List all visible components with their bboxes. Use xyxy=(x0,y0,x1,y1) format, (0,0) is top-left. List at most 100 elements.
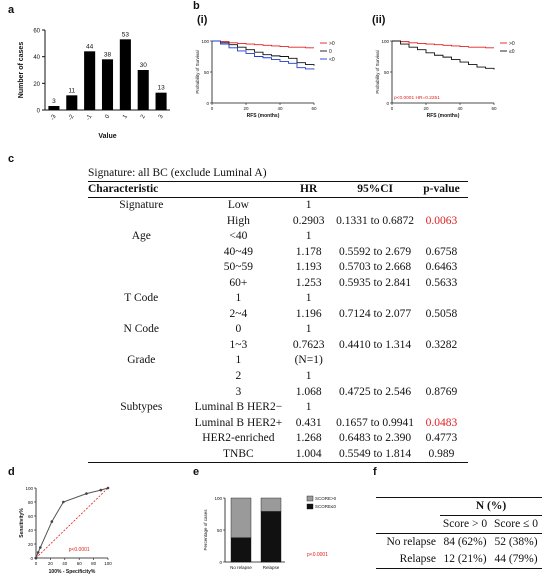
chart-e-stacked-bar-chart: 0 50 100 No relapse Relapse Percentage of cas… xyxy=(203,496,337,570)
table-c-ci: 0.6483 to 2.390 xyxy=(338,432,412,445)
table-c-characteristic xyxy=(88,446,195,464)
table-c-level: Luminal B HER2− xyxy=(194,401,283,414)
x-tick-label: 60 xyxy=(77,561,83,566)
table-c-hr: 1.268 xyxy=(295,432,322,445)
table-f-col-score-pos: Score > 0 xyxy=(442,518,488,530)
table-c-hr: 1 xyxy=(305,370,312,383)
data-label: 30 xyxy=(140,62,148,69)
roc-point xyxy=(34,556,38,560)
y-tick-label: 0 xyxy=(219,560,222,565)
table-c-level: High xyxy=(226,214,250,227)
x-tick-label: No relapse xyxy=(230,565,252,570)
y-tick-label: 50 xyxy=(217,528,223,533)
table-c-grid: Characteristic HR 95%CI p-value Signatur… xyxy=(88,181,468,464)
x-tick-label: -1 xyxy=(86,113,94,121)
table-c-level: HER2-enriched xyxy=(202,432,275,445)
table-c-p-value xyxy=(415,400,468,416)
y-axis-label: Percentage of cases xyxy=(203,509,208,551)
y-tick-label: 0 xyxy=(37,109,41,115)
x-tick-label: 0 xyxy=(211,106,214,111)
table-c-hr: 0.7623 xyxy=(292,338,325,351)
x-tick-label: 60 xyxy=(491,106,497,111)
roc-point xyxy=(36,551,40,554)
table-c-ci: 0.1331 to 0.6872 xyxy=(336,214,415,227)
y-tick-label: 50 xyxy=(384,70,390,75)
data-label: 38 xyxy=(104,51,112,58)
x-tick-label: 60 xyxy=(311,106,317,111)
y-tick-label: 100 xyxy=(381,39,389,44)
table-c-ci xyxy=(335,400,415,416)
legend-label: SCORE>0 xyxy=(315,496,337,501)
table-c-ci xyxy=(335,198,415,214)
panel-label-f: f xyxy=(373,466,377,478)
table-c-ci xyxy=(335,229,415,245)
table-c-header-row: Characteristic HR 95%CI p-value xyxy=(88,181,468,198)
data-label: 11 xyxy=(68,87,75,94)
table-row: HER2-enriched 1.268 0.6483 to 2.390 0.4773 xyxy=(88,431,468,447)
table-c-hr: (N=1) xyxy=(294,354,323,367)
table-c-characteristic: Grade xyxy=(127,354,156,367)
table-c-level: Luminal B HER2+ xyxy=(194,416,283,429)
header-hr: HR xyxy=(282,181,336,198)
data-label: 53 xyxy=(122,31,130,38)
header-ci: 95%CI xyxy=(335,181,415,198)
bar xyxy=(84,51,96,110)
y-tick-label: 40 xyxy=(33,55,40,61)
table-c-level: 50~59 xyxy=(223,261,253,274)
legend-label: ≤0 xyxy=(509,49,515,55)
table-row: No relapse 84 (62%) 52 (38%) xyxy=(376,534,542,551)
stacked-bar-segment xyxy=(260,511,282,563)
table-c-level: Low xyxy=(227,199,249,211)
table-row: High 0.2903 0.1331 to 0.6872 0.0063 xyxy=(88,214,468,230)
panel-b-ii-label: (ii) xyxy=(372,14,386,26)
x-tick-label: 1 xyxy=(122,113,129,119)
table-c-p-value xyxy=(415,322,468,338)
table-row: 40~49 1.178 0.5592 to 2.679 0.6758 xyxy=(88,245,468,261)
table-c-p-value: 0.989 xyxy=(414,446,468,464)
table-c-characteristic xyxy=(88,214,195,230)
x-axis-label: RFS (months) xyxy=(427,113,460,119)
annotation-text: p<0.0001 xyxy=(307,552,328,558)
table-c-characteristic xyxy=(88,307,195,323)
table-c-p-value xyxy=(415,198,468,214)
table-c-characteristic: Signature xyxy=(119,199,164,211)
stacked-bar-segment xyxy=(230,537,252,563)
x-tick-label: 0 xyxy=(391,106,394,111)
table-c-characteristic: Subtypes xyxy=(120,401,163,414)
table-c-hr: 1 xyxy=(305,323,312,336)
legend-label: >0 xyxy=(329,41,335,47)
bar xyxy=(101,59,114,110)
stacked-bar-segment xyxy=(260,497,282,512)
y-tick-label: 60 xyxy=(33,29,40,35)
table-row: 50~59 1.193 0.5703 to 2.668 0.6463 xyxy=(88,260,468,276)
table-c-hr: 0.2903 xyxy=(292,214,325,227)
table-c-ci: 0.4725 to 2.546 xyxy=(338,385,412,398)
table-c-p-value: 0.5633 xyxy=(425,276,458,289)
table-row: Signature Low 1 xyxy=(88,198,468,214)
x-tick-label: 40 xyxy=(62,561,68,566)
table-c-level: 60+ xyxy=(229,276,248,289)
y-tick-label: 40 xyxy=(28,528,34,533)
x-tick-label: 2 xyxy=(140,113,147,119)
roc-point xyxy=(39,546,42,549)
table-c-ci xyxy=(335,353,415,369)
table-row: 60+ 1.253 0.5935 to 2.841 0.5633 xyxy=(88,276,468,292)
annotation-text: p<0.0001 xyxy=(69,547,90,553)
table-c-p-value: 0.8769 xyxy=(425,385,458,398)
y-tick-label: 100 xyxy=(214,496,222,501)
stacked-bar-segment xyxy=(230,497,252,538)
bar xyxy=(119,39,131,110)
panel-label-e: e xyxy=(193,466,200,478)
bar xyxy=(66,95,78,110)
y-tick-label: 100 xyxy=(201,39,209,44)
table-f-col-score-neg: Score ≤ 0 xyxy=(494,518,538,530)
table-c-hr: 1.068 xyxy=(295,385,322,398)
table-row: Subtypes Luminal B HER2− 1 xyxy=(88,400,468,416)
y-tick-label: 100 xyxy=(25,486,33,491)
y-tick-label: 20 xyxy=(28,542,34,547)
table-f-col-header-row: Score > 0 Score ≤ 0 xyxy=(376,516,542,533)
y-tick-label: 0 xyxy=(206,101,209,106)
panel-label-a: a xyxy=(8,4,15,16)
table-c-characteristic xyxy=(88,260,195,276)
